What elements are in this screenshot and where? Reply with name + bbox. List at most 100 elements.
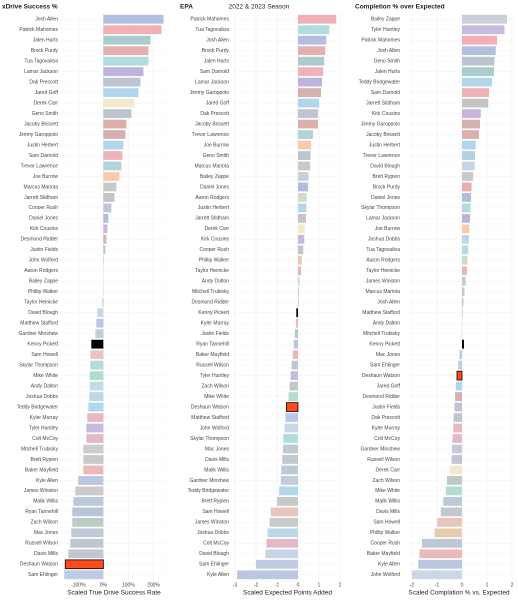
y-tick-label: Brett Rypien xyxy=(201,499,229,505)
bar xyxy=(297,14,337,24)
y-tick-label: James Winston xyxy=(24,488,58,494)
bar xyxy=(256,559,298,569)
bar xyxy=(462,339,464,349)
bar xyxy=(449,465,462,475)
bar xyxy=(462,77,492,87)
y-tick-label: Matthew Stafford xyxy=(20,321,58,327)
y-tick-label: Dak Prescott xyxy=(29,79,58,85)
bar xyxy=(452,434,462,443)
bar xyxy=(297,67,324,77)
y-tick-label: Tyler Huntley xyxy=(371,27,401,33)
bar xyxy=(293,339,298,349)
bar xyxy=(297,46,326,56)
y-tick-label: Aaron Rodgers xyxy=(24,268,58,274)
bar xyxy=(73,496,104,506)
y-tick-label: Mike White xyxy=(375,488,400,494)
y-tick-label: Trevor Lawrence xyxy=(363,153,401,159)
y-tick-label: Mac Jones xyxy=(376,352,401,358)
y-tick-label: Tyler Huntley xyxy=(200,373,230,379)
y-tick-label: Matthew Stafford xyxy=(191,415,229,421)
bar xyxy=(292,350,298,360)
y-tick-label: Kyle Allen xyxy=(378,562,400,568)
y-tick-label: Deshaun Watson xyxy=(191,404,229,410)
bar xyxy=(281,465,298,475)
y-tick-label: Josh Allen xyxy=(377,300,400,306)
y-tick-label: Sam Howell xyxy=(373,520,400,526)
bar xyxy=(437,517,462,527)
bar xyxy=(103,255,105,265)
bar xyxy=(462,182,472,192)
y-tick-label: Matthew Stafford xyxy=(362,310,400,316)
y-tick-label: Sam Darnold xyxy=(29,153,58,159)
y-tick-label: Justin Herbert xyxy=(198,205,230,211)
y-tick-label: Mac Jones xyxy=(205,446,230,452)
bar xyxy=(462,234,469,244)
y-tick-label: Baker Mayfield xyxy=(25,467,58,473)
bar xyxy=(297,234,305,244)
y-tick-label: Desmond Ridder xyxy=(20,237,58,243)
bar xyxy=(103,88,139,98)
y-tick-label: Zach Wilson xyxy=(201,383,229,389)
y-tick-label: Phillip Walker xyxy=(199,258,229,264)
y-tick-label: Gardner Minshew xyxy=(19,331,59,337)
x-tick-label: -2 xyxy=(410,582,415,588)
bar xyxy=(462,109,481,118)
bar xyxy=(86,423,104,433)
y-tick-label: Jared Goff xyxy=(35,90,59,96)
bar xyxy=(453,413,462,422)
bar xyxy=(443,496,462,506)
y-tick-label: Bailey Zappe xyxy=(371,17,400,23)
bar xyxy=(103,109,132,118)
y-tick-label: Deshaun Watson xyxy=(362,373,400,379)
x-tick-label: 200% xyxy=(147,582,160,588)
bar xyxy=(454,402,462,412)
y-tick-label: Teddy Bridgewater xyxy=(359,79,401,85)
bar xyxy=(90,350,104,360)
bar xyxy=(265,549,298,559)
bar xyxy=(285,413,298,422)
y-tick-label: Sam Ehlinger xyxy=(28,572,58,578)
bar xyxy=(83,465,104,475)
y-tick-label: Kyler Murray xyxy=(30,415,59,421)
bar xyxy=(64,570,104,580)
bar xyxy=(297,35,327,45)
y-tick-label: Mike White xyxy=(33,373,58,379)
y-tick-label: Kyle Allen xyxy=(207,572,229,578)
bar xyxy=(447,476,462,485)
y-tick-label: Brett Rypien xyxy=(30,457,58,463)
bar xyxy=(283,434,298,443)
bar xyxy=(453,423,462,433)
bar xyxy=(68,549,104,559)
bar xyxy=(72,517,104,527)
bar xyxy=(297,56,325,66)
y-tick-label: Marcus Mariota xyxy=(366,289,401,295)
bar xyxy=(102,297,104,307)
y-tick-label: Bailey Zappe xyxy=(29,279,58,285)
y-tick-label: Tua Tagovailoa xyxy=(195,27,229,33)
x-tick-label: -100% xyxy=(71,582,86,588)
y-tick-label: Joe Burrow xyxy=(375,226,401,232)
y-tick-label: Gardner Minshew xyxy=(361,446,401,452)
y-tick-label: Derek Carr xyxy=(205,226,230,232)
x-tick-label: -1 xyxy=(275,582,280,588)
y-tick-label: Dak Prescott xyxy=(371,415,400,421)
x-tick-label: 100% xyxy=(122,582,135,588)
y-tick-label: Josh Allen xyxy=(35,17,58,23)
bar xyxy=(103,130,126,139)
bar xyxy=(462,98,489,108)
y-tick-label: Teddy Bridgewater xyxy=(188,488,230,494)
bar xyxy=(103,46,149,56)
y-tick-label: David Blough xyxy=(370,163,400,169)
bar xyxy=(83,444,104,454)
x-tick-label: 0 xyxy=(297,582,300,588)
bar xyxy=(280,476,298,485)
bar xyxy=(282,444,298,454)
y-tick-label: Sam Darnold xyxy=(371,90,400,96)
bar xyxy=(103,77,141,87)
y-tick-label: Skylar Thompson xyxy=(19,362,58,368)
y-tick-label: Brock Purdy xyxy=(31,48,59,54)
y-tick-label: Andy Dalton xyxy=(31,383,58,389)
y-tick-label: Jacoby Brissett xyxy=(195,121,230,127)
y-tick-label: Jacoby Brissett xyxy=(366,132,401,138)
y-tick-label: Jimmy Garoppolo xyxy=(19,132,58,138)
